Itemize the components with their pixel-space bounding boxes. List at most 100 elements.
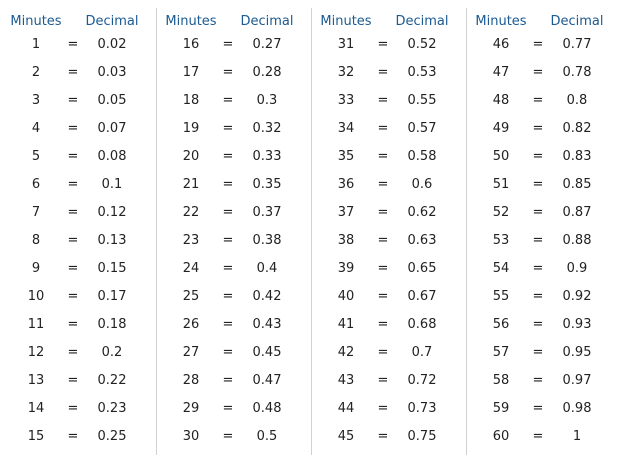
decimal-cell: 0.33 [252,149,282,164]
decimal-cell: 0.17 [97,289,127,304]
minutes-cell: 39 [337,261,355,276]
decimal-cell: 0.67 [407,289,437,304]
decimal-cell: 0.68 [407,317,437,332]
decimal-cell: 0.77 [562,37,592,52]
minutes-cell: 12 [27,345,45,360]
decimal-cell: 0.87 [562,205,592,220]
header-minutes: Minutes [475,14,527,29]
minutes-cell: 59 [492,401,510,416]
column-divider [466,8,467,455]
decimal-cell: 0.88 [562,233,592,248]
decimal-cell: 0.95 [562,345,592,360]
decimal-cell: 0.42 [252,289,282,304]
equals-sign: = [377,261,389,276]
minutes-cell: 42 [337,345,355,360]
decimal-cell: 0.92 [562,289,592,304]
decimal-cell: 0.72 [407,373,437,388]
equals-sign: = [222,65,234,80]
decimal-cell: 0.82 [562,121,592,136]
minutes-cell: 3 [31,93,41,108]
minutes-cell: 22 [182,205,200,220]
equals-sign: = [532,233,544,248]
equals-sign: = [532,429,544,444]
equals-sign: = [67,401,79,416]
minutes-cell: 1 [31,37,41,52]
equals-sign: = [377,121,389,136]
decimal-cell: 0.55 [407,93,437,108]
minutes-cell: 57 [492,345,510,360]
minutes-cell: 19 [182,121,200,136]
decimal-cell: 0.02 [97,37,127,52]
header-decimal: Decimal [85,14,139,29]
equals-sign: = [532,177,544,192]
decimal-cell: 0.12 [97,205,127,220]
decimal-cell: 0.32 [252,121,282,136]
equals-sign: = [222,205,234,220]
equals-sign: = [67,37,79,52]
minutes-cell: 11 [27,317,45,332]
equals-sign: = [377,37,389,52]
minutes-cell: 38 [337,233,355,248]
decimal-cell: 0.8 [566,93,588,108]
decimal-cell: 0.97 [562,373,592,388]
minutes-cell: 31 [337,37,355,52]
minutes-cell: 37 [337,205,355,220]
minutes-cell: 56 [492,317,510,332]
minutes-cell: 10 [27,289,45,304]
equals-sign: = [222,121,234,136]
decimal-cell: 0.03 [97,65,127,80]
minutes-cell: 40 [337,289,355,304]
minutes-cell: 50 [492,149,510,164]
equals-sign: = [532,401,544,416]
equals-sign: = [532,205,544,220]
minutes-cell: 54 [492,261,510,276]
decimal-cell: 0.58 [407,149,437,164]
decimal-cell: 0.45 [252,345,282,360]
equals-sign: = [377,345,389,360]
minutes-cell: 28 [182,373,200,388]
decimal-cell: 0.28 [252,65,282,80]
minutes-cell: 51 [492,177,510,192]
decimal-cell: 0.93 [562,317,592,332]
decimal-cell: 0.7 [411,345,433,360]
decimal-cell: 0.25 [97,429,127,444]
equals-sign: = [532,149,544,164]
header-decimal: Decimal [395,14,449,29]
minutes-cell: 45 [337,429,355,444]
decimal-cell: 0.6 [411,177,433,192]
column-divider [311,8,312,455]
equals-sign: = [377,401,389,416]
equals-sign: = [222,233,234,248]
minutes-cell: 47 [492,65,510,80]
decimal-cell: 0.57 [407,121,437,136]
minutes-cell: 25 [182,289,200,304]
minutes-cell: 44 [337,401,355,416]
column-divider [156,8,157,455]
minutes-cell: 15 [27,429,45,444]
decimal-cell: 0.35 [252,177,282,192]
minutes-cell: 21 [182,177,200,192]
decimal-cell: 0.78 [562,65,592,80]
minutes-cell: 18 [182,93,200,108]
decimal-cell: 0.4 [256,261,278,276]
decimal-cell: 0.43 [252,317,282,332]
minutes-cell: 46 [492,37,510,52]
equals-sign: = [377,177,389,192]
minutes-cell: 8 [31,233,41,248]
minutes-cell: 52 [492,205,510,220]
minutes-cell: 24 [182,261,200,276]
decimal-cell: 0.75 [407,429,437,444]
minutes-cell: 20 [182,149,200,164]
equals-sign: = [377,317,389,332]
minutes-cell: 29 [182,401,200,416]
header-minutes: Minutes [165,14,217,29]
decimal-cell: 0.08 [97,149,127,164]
equals-sign: = [377,373,389,388]
equals-sign: = [67,65,79,80]
minutes-cell: 58 [492,373,510,388]
minutes-cell: 53 [492,233,510,248]
equals-sign: = [532,121,544,136]
equals-sign: = [67,345,79,360]
minutes-cell: 41 [337,317,355,332]
equals-sign: = [67,261,79,276]
